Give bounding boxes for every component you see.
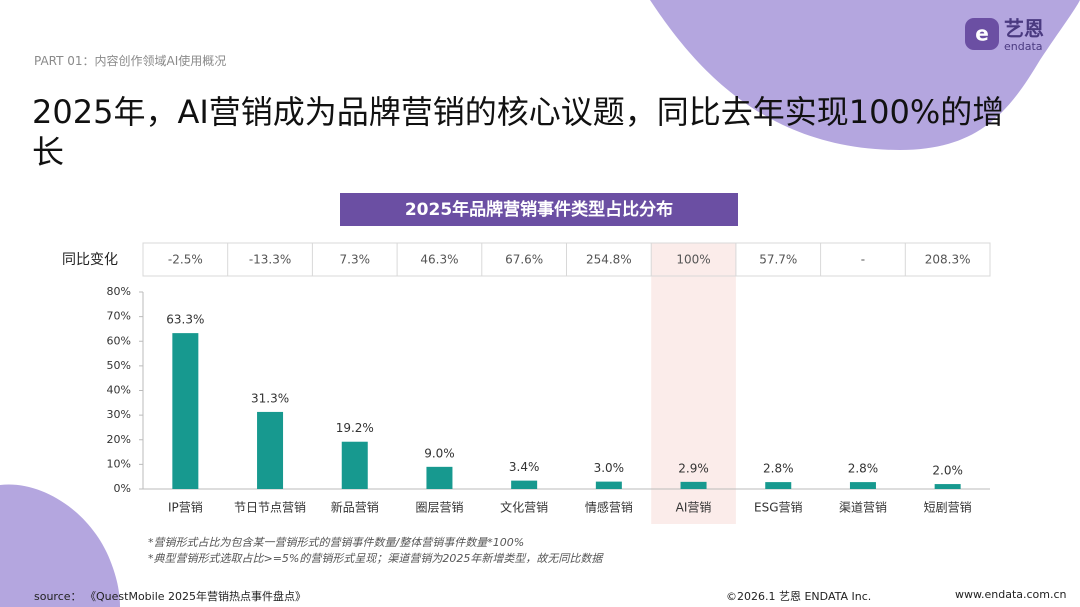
- yoy-value: -13.3%: [249, 253, 291, 267]
- x-tick-label: 短剧营销: [924, 501, 972, 515]
- yoy-value: 208.3%: [925, 253, 971, 267]
- decoration: [0, 484, 120, 607]
- value-label: 2.0%: [932, 464, 963, 478]
- value-label: 2.8%: [763, 462, 794, 476]
- y-tick-label: 40%: [107, 384, 131, 397]
- logo-mark: [965, 18, 999, 50]
- bar: [934, 484, 961, 489]
- x-tick-label: 情感营销: [585, 500, 633, 515]
- chart-title: 2025年品牌营销事件类型占比分布: [405, 199, 673, 220]
- x-tick-label: 文化营销: [500, 500, 548, 515]
- page-title: 2025年，AI营销成为品牌营销的核心议题，同比去年实现100%的增长: [32, 93, 1005, 171]
- y-tick-label: 70%: [107, 310, 131, 323]
- y-tick-label: 80%: [107, 285, 131, 298]
- yoy-value: -: [861, 253, 865, 267]
- yoy-value: 100%: [676, 253, 710, 267]
- yoy-value: 254.8%: [586, 253, 632, 267]
- yoy-value: 67.6%: [505, 253, 543, 267]
- chart-title-bg: [340, 193, 738, 226]
- x-tick-label: ESG营销: [754, 501, 803, 515]
- source: source： 《QuestMobile 2025年营销热点事件盘点》: [34, 590, 307, 603]
- value-label: 9.0%: [424, 446, 455, 460]
- logo-letter: e: [975, 22, 989, 46]
- y-tick-label: 30%: [107, 408, 131, 421]
- yoy-label: 同比变化: [62, 252, 118, 268]
- x-tick-label: 渠道营销: [839, 501, 887, 515]
- y-tick-label: 0%: [114, 482, 131, 495]
- x-tick-label: 节日节点营销: [234, 501, 306, 515]
- value-label: 2.8%: [848, 462, 879, 476]
- bar: [849, 482, 876, 489]
- yoy-value: -2.5%: [168, 253, 203, 267]
- note: *典型营销形式选取占比>=5%的营销形式呈现；渠道营销为2025年新增类型，故无…: [148, 552, 603, 565]
- site: www.endata.com.cn: [955, 588, 1067, 601]
- bar: [172, 333, 199, 489]
- yoy-value: 57.7%: [759, 253, 797, 267]
- bar: [257, 411, 284, 489]
- yoy-value: 46.3%: [420, 253, 458, 267]
- y-tick-label: 60%: [107, 334, 131, 347]
- y-tick-label: 10%: [107, 457, 131, 470]
- y-tick-label: 50%: [107, 359, 131, 372]
- note: *营销形式占比为包含某一营销形式的营销事件数量/整体营销事件数量*100%: [148, 536, 525, 549]
- logo-cn: 艺恩: [1004, 17, 1044, 41]
- x-tick-label: IP营销: [168, 501, 203, 515]
- highlight-band: [651, 243, 736, 524]
- bar: [426, 466, 453, 489]
- y-tick-label: 20%: [107, 433, 131, 446]
- bar: [595, 481, 622, 489]
- logo-en: endata: [1004, 40, 1043, 53]
- copyright: ©2026.1 艺恩 ENDATA Inc.: [726, 590, 872, 603]
- value-label: 19.2%: [336, 421, 374, 435]
- value-label: 2.9%: [678, 461, 709, 475]
- x-tick-label: 新品营销: [331, 500, 379, 515]
- bar: [511, 480, 538, 489]
- part-label: PART 01：内容创作领域AI使用概况: [34, 54, 227, 68]
- value-label: 63.3%: [166, 313, 204, 327]
- bar: [341, 441, 368, 489]
- value-label: 3.4%: [509, 460, 540, 474]
- value-label: 31.3%: [251, 391, 289, 405]
- yoy-value: 7.3%: [340, 253, 371, 267]
- value-label: 3.0%: [594, 461, 625, 475]
- bar: [765, 482, 792, 489]
- x-tick-label: AI营销: [676, 501, 712, 515]
- x-tick-label: 圈层营销: [415, 501, 463, 515]
- bar: [680, 481, 707, 489]
